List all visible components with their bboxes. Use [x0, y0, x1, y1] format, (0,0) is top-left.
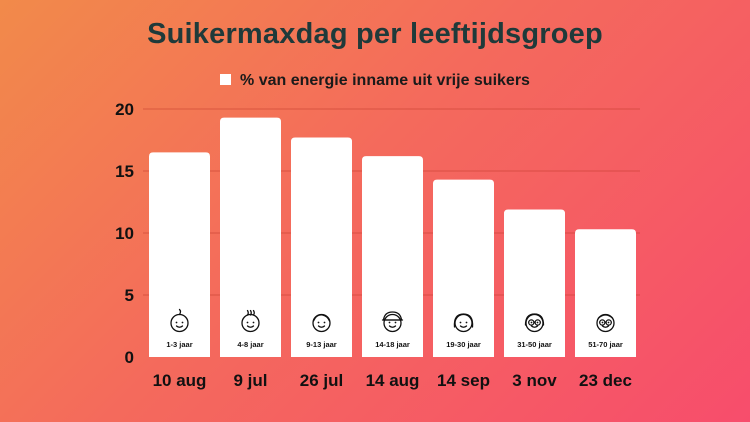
- bar-3: [291, 137, 352, 357]
- age-group-label: 9-13 jaar: [306, 340, 337, 349]
- young-adult-face-icon: [453, 313, 474, 333]
- hair-strand: [249, 309, 252, 316]
- hairline: [597, 314, 614, 319]
- age-group-label: 51-70 jaar: [588, 340, 623, 349]
- bar-1: [149, 152, 210, 357]
- hair: [312, 314, 331, 322]
- chart-legend: % van energie inname uit vrije suikers: [0, 72, 750, 90]
- eye: [175, 321, 178, 324]
- eye: [465, 321, 468, 324]
- x-category-label: 14 sep: [437, 371, 490, 390]
- eye: [246, 321, 249, 324]
- x-axis-labels: 10 aug 9 jul 26 jul 14 aug 14 sep 3 nov 23 dec: [153, 371, 632, 390]
- teen-cap-face-icon: [381, 311, 404, 333]
- eye: [601, 321, 604, 324]
- glasses-lens: [605, 319, 612, 326]
- age-icons: [170, 308, 615, 333]
- baby-face-icon: [170, 308, 189, 333]
- age-group-label: 31-50 jaar: [517, 340, 552, 349]
- smile: [601, 325, 610, 328]
- legend-label: % van energie inname uit vrije suikers: [240, 72, 530, 89]
- bar-6: [504, 209, 565, 357]
- bar-4: [362, 156, 423, 357]
- smile: [388, 325, 397, 328]
- x-category-label: 10 aug: [153, 371, 207, 390]
- x-category-label: 14 aug: [366, 371, 420, 390]
- bar-5: [433, 179, 494, 357]
- eye: [530, 321, 533, 324]
- x-category-label: 23 dec: [579, 371, 632, 390]
- eye: [607, 321, 610, 324]
- face-outline: [383, 313, 402, 333]
- bar-2: [220, 117, 281, 358]
- eye: [181, 321, 184, 324]
- legend-swatch: [220, 74, 232, 85]
- cap: [382, 311, 403, 321]
- y-tick-label: 10: [115, 224, 134, 243]
- eye: [252, 321, 255, 324]
- glasses-lens: [534, 319, 541, 326]
- x-category-label: 3 nov: [512, 371, 557, 390]
- glasses-lens: [528, 319, 535, 326]
- age-labels: 1-3 jaar 4-8 jaar 9-13 jaar 14-18 jaar 19-30…: [166, 340, 623, 349]
- hair-strand: [252, 309, 255, 316]
- eye: [394, 321, 397, 324]
- eye: [323, 321, 326, 324]
- adult-glasses-face-icon: [524, 313, 545, 333]
- age-group-label: 14-18 jaar: [375, 340, 410, 349]
- smile: [246, 325, 255, 328]
- y-axis-ticks: 0 5 10 15 20: [115, 100, 134, 367]
- smile: [459, 325, 468, 328]
- eye: [459, 321, 462, 324]
- hair-strand: [246, 309, 249, 316]
- long-hair: [453, 313, 474, 328]
- senior-glasses-face-icon: [596, 313, 615, 333]
- curl: [178, 308, 182, 316]
- chart-title: Suikermaxdag per leeftijdsgroep: [147, 18, 603, 50]
- x-category-label: 26 jul: [300, 371, 343, 390]
- glasses-lens: [599, 319, 606, 326]
- eye: [317, 321, 320, 324]
- y-tick-label: 0: [125, 348, 134, 367]
- age-group-label: 4-8 jaar: [237, 340, 263, 349]
- eye: [388, 321, 391, 324]
- hair: [524, 313, 545, 326]
- y-tick-label: 5: [125, 286, 134, 305]
- x-category-label: 9 jul: [233, 371, 267, 390]
- y-tick-label: 15: [115, 162, 134, 181]
- age-group-label: 19-30 jaar: [446, 340, 481, 349]
- age-group-label: 1-3 jaar: [166, 340, 192, 349]
- child-face-icon: [312, 313, 331, 333]
- toddler-face-icon: [241, 309, 260, 333]
- bars: [149, 117, 636, 358]
- bar-7: [575, 229, 636, 357]
- smile: [317, 325, 326, 328]
- y-tick-label: 20: [115, 100, 134, 119]
- smile: [175, 325, 184, 328]
- smile: [530, 325, 539, 328]
- eye: [536, 321, 539, 324]
